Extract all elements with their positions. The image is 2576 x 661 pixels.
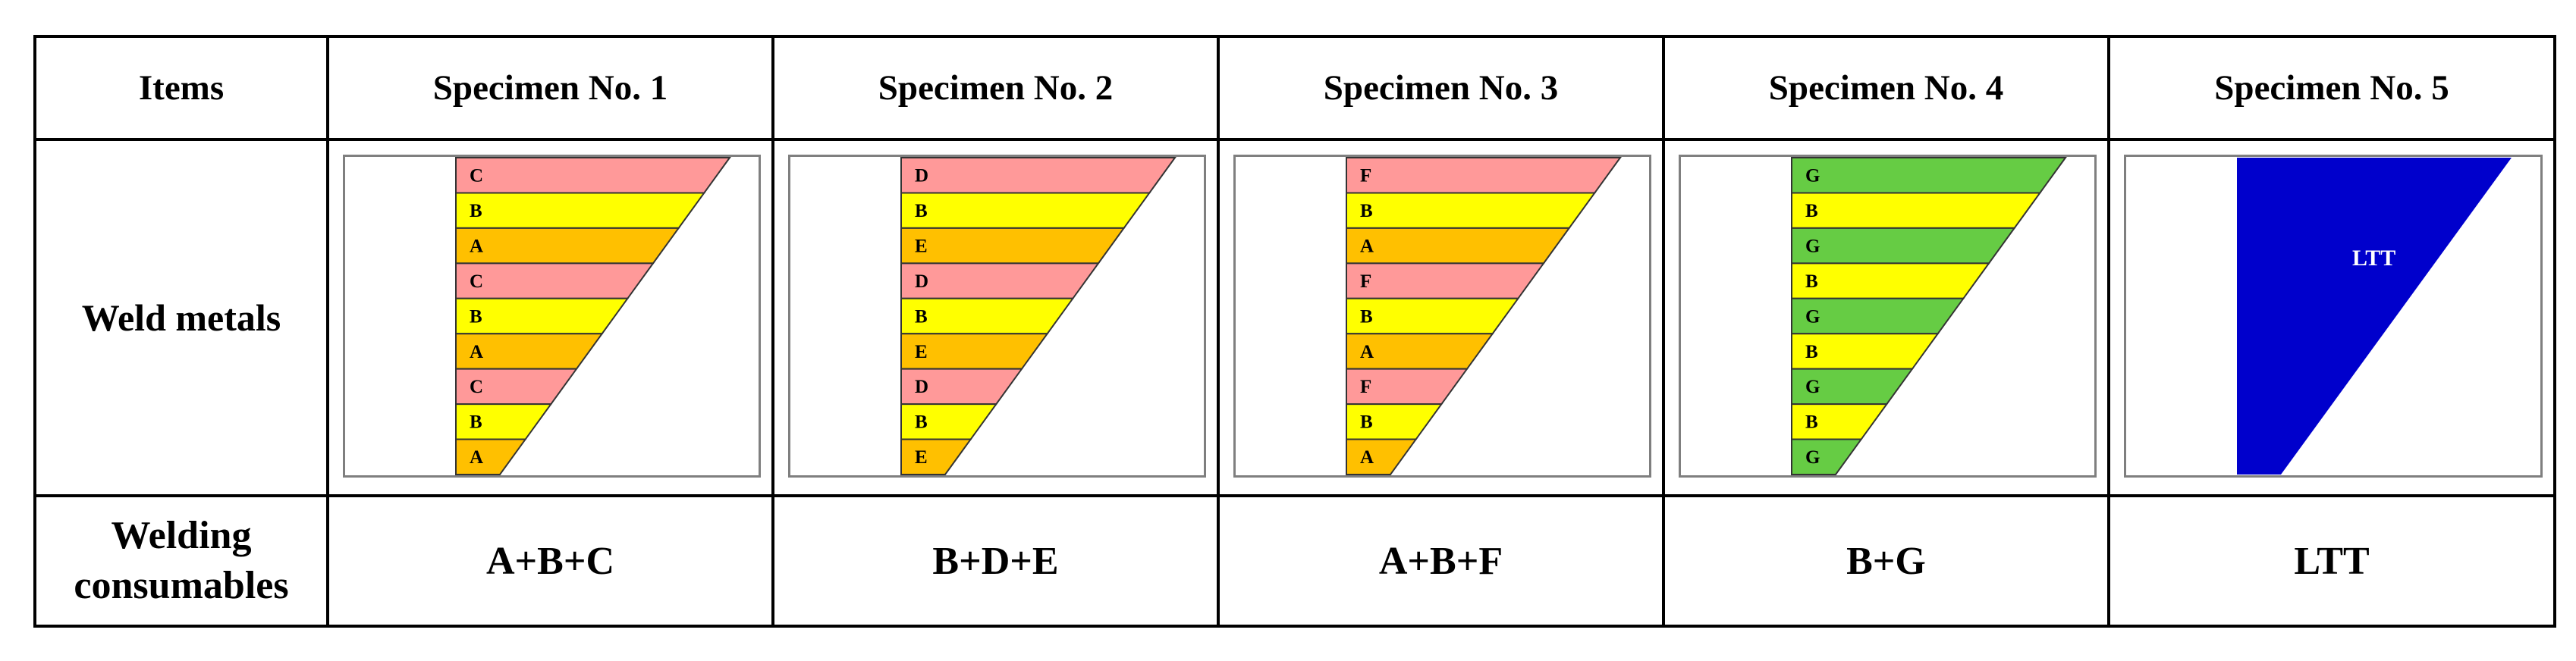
weld-layer-label: G bbox=[1805, 447, 1820, 468]
weld-layer-label: B bbox=[915, 412, 928, 433]
consumables-1: A+B+C bbox=[326, 494, 774, 628]
weld-layer-label: B bbox=[915, 306, 928, 327]
weld-layer bbox=[455, 438, 527, 475]
header-row: Items Specimen No. 1 Specimen No. 2 Spec… bbox=[33, 35, 2556, 141]
header-specimen-4: Specimen No. 4 bbox=[1662, 35, 2110, 141]
weld-layer bbox=[900, 227, 1126, 265]
weld-layer bbox=[1346, 192, 1597, 229]
weld-layer bbox=[455, 227, 680, 265]
header-specimen-1: Specimen No. 1 bbox=[326, 35, 774, 141]
weld-layer-label: A bbox=[1360, 236, 1374, 256]
weld-layer bbox=[1791, 262, 1990, 299]
weld-layer-label: F bbox=[1360, 166, 1371, 186]
weld-layer-label: B bbox=[470, 306, 482, 327]
consumables-3: A+B+F bbox=[1217, 494, 1665, 628]
weld-layer-label: C bbox=[470, 166, 483, 186]
weld-layer-label: G bbox=[1805, 377, 1820, 397]
weld-layer-label: C bbox=[470, 377, 483, 397]
weld-layer bbox=[2237, 158, 2512, 475]
weld-layer-label: F bbox=[1360, 377, 1371, 397]
consumables-row: Welding consumables A+B+C B+D+E A+B+F B+… bbox=[33, 494, 2556, 628]
weld-layer bbox=[1791, 438, 1863, 475]
weld-layer-label: G bbox=[1805, 166, 1820, 186]
weld-layer-label: E bbox=[915, 447, 928, 468]
weld-svg-5: LTT bbox=[2124, 155, 2543, 478]
weld-layer-label: F bbox=[1360, 271, 1371, 292]
weld-layer-label: B bbox=[915, 201, 928, 221]
weld-layer-label: E bbox=[915, 342, 928, 362]
specimen-table: Items Specimen No. 1 Specimen No. 2 Spec… bbox=[33, 35, 2556, 628]
weld-layer bbox=[1791, 157, 2067, 194]
weld-layer bbox=[1791, 192, 2042, 229]
row-label-welding-consumables: Welding consumables bbox=[33, 494, 329, 628]
consumables-5: LTT bbox=[2107, 494, 2556, 628]
weld-layer bbox=[900, 192, 1151, 229]
weld-layer bbox=[455, 192, 706, 229]
weld-layer-label: D bbox=[915, 377, 928, 397]
weld-layer bbox=[1346, 227, 1571, 265]
weld-layer bbox=[900, 262, 1100, 299]
weld-layer-label: D bbox=[915, 271, 928, 292]
weld-layer-label: B bbox=[1805, 412, 1818, 433]
weld-layer bbox=[1791, 227, 2016, 265]
weld-layer bbox=[1346, 438, 1418, 475]
weld-layer-label: B bbox=[1805, 201, 1818, 221]
weld-layer-label: B bbox=[1805, 271, 1818, 292]
weld-layer-label: A bbox=[470, 342, 483, 362]
weld-layer-label: C bbox=[470, 271, 483, 292]
weld-layer-label: A bbox=[1360, 447, 1374, 468]
weld-layer-label: B bbox=[470, 412, 482, 433]
header-specimen-2: Specimen No. 2 bbox=[771, 35, 1220, 141]
weld-layer-label: D bbox=[915, 166, 928, 186]
weld-layer-label: B bbox=[1805, 342, 1818, 362]
weld-layer-label: A bbox=[1360, 342, 1374, 362]
weld-layer-label: B bbox=[1360, 306, 1373, 327]
weld-layer-label: LTT bbox=[2352, 246, 2395, 271]
weld-diagram-5: LTT bbox=[2107, 138, 2556, 497]
header-specimen-3: Specimen No. 3 bbox=[1217, 35, 1665, 141]
weld-layer bbox=[900, 438, 972, 475]
weld-layer bbox=[900, 157, 1176, 194]
row-label-weld-metals: Weld metals bbox=[33, 138, 329, 497]
weld-layer-label: B bbox=[470, 201, 482, 221]
weld-layer bbox=[1346, 157, 1622, 194]
header-items: Items bbox=[33, 35, 329, 141]
weld-layer bbox=[1346, 262, 1545, 299]
weld-layer bbox=[455, 262, 655, 299]
header-specimen-5: Specimen No. 5 bbox=[2107, 35, 2556, 141]
weld-layer-label: A bbox=[470, 447, 483, 468]
consumables-4: B+G bbox=[1662, 494, 2110, 628]
weld-layer-label: A bbox=[470, 236, 483, 256]
weld-layer-label: B bbox=[1360, 201, 1373, 221]
weld-layer-label: B bbox=[1360, 412, 1373, 433]
weld-layer-label: E bbox=[915, 236, 928, 256]
weld-layer-label: G bbox=[1805, 236, 1820, 256]
consumables-2: B+D+E bbox=[771, 494, 1220, 628]
weld-layer bbox=[455, 157, 731, 194]
weld-layer-label: G bbox=[1805, 306, 1820, 327]
